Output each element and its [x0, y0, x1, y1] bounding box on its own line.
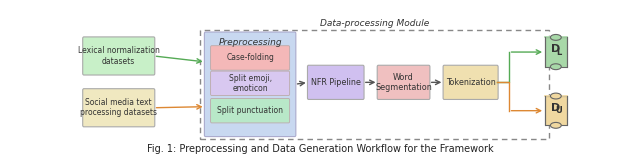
Polygon shape — [545, 96, 566, 125]
Ellipse shape — [550, 93, 561, 99]
FancyBboxPatch shape — [211, 46, 290, 70]
FancyBboxPatch shape — [83, 89, 155, 127]
Text: Social media text
processing datasets: Social media text processing datasets — [80, 98, 157, 117]
FancyBboxPatch shape — [204, 32, 296, 137]
Text: U: U — [556, 106, 563, 115]
Text: Split punctuation: Split punctuation — [217, 106, 283, 115]
Text: Case-folding: Case-folding — [226, 53, 274, 62]
FancyBboxPatch shape — [211, 71, 290, 96]
FancyBboxPatch shape — [307, 65, 364, 99]
Text: Split emoji,
emoticon: Split emoji, emoticon — [228, 74, 271, 93]
Ellipse shape — [550, 34, 561, 40]
Text: D: D — [551, 103, 561, 113]
Text: Tokenization: Tokenization — [445, 78, 495, 87]
Text: Lexical normalization
datasets: Lexical normalization datasets — [78, 46, 160, 66]
Text: NFR Pipeline: NFR Pipeline — [311, 78, 361, 87]
Text: D: D — [551, 44, 561, 54]
Text: Data-processing Module: Data-processing Module — [320, 19, 429, 28]
Text: Fig. 1: Preprocessing and Data Generation Workflow for the Framework: Fig. 1: Preprocessing and Data Generatio… — [147, 144, 493, 154]
Ellipse shape — [550, 64, 561, 70]
Ellipse shape — [550, 122, 561, 128]
Text: Preprocessing: Preprocessing — [218, 38, 282, 47]
Polygon shape — [545, 37, 566, 67]
Text: L: L — [556, 48, 561, 57]
FancyBboxPatch shape — [83, 37, 155, 75]
Text: Word
Segmentation: Word Segmentation — [375, 73, 432, 92]
FancyBboxPatch shape — [211, 99, 290, 123]
FancyBboxPatch shape — [377, 65, 430, 99]
FancyBboxPatch shape — [443, 65, 498, 99]
